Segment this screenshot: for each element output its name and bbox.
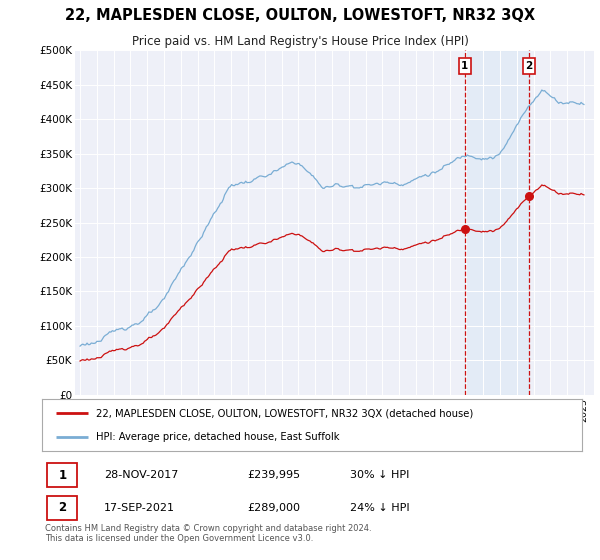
Text: 28-NOV-2017: 28-NOV-2017 xyxy=(104,470,178,480)
Text: Price paid vs. HM Land Registry's House Price Index (HPI): Price paid vs. HM Land Registry's House … xyxy=(131,35,469,48)
Text: 30% ↓ HPI: 30% ↓ HPI xyxy=(350,470,409,480)
Text: Contains HM Land Registry data © Crown copyright and database right 2024.
This d: Contains HM Land Registry data © Crown c… xyxy=(45,524,371,543)
Text: 22, MAPLESDEN CLOSE, OULTON, LOWESTOFT, NR32 3QX (detached house): 22, MAPLESDEN CLOSE, OULTON, LOWESTOFT, … xyxy=(96,408,473,418)
Text: HPI: Average price, detached house, East Suffolk: HPI: Average price, detached house, East… xyxy=(96,432,340,442)
Text: 24% ↓ HPI: 24% ↓ HPI xyxy=(350,503,409,513)
Text: £289,000: £289,000 xyxy=(247,503,300,513)
Text: 1: 1 xyxy=(461,61,469,71)
Text: 2: 2 xyxy=(58,501,67,515)
Text: 2: 2 xyxy=(525,61,532,71)
Bar xyxy=(465,50,529,395)
FancyBboxPatch shape xyxy=(47,496,77,520)
Text: 22, MAPLESDEN CLOSE, OULTON, LOWESTOFT, NR32 3QX: 22, MAPLESDEN CLOSE, OULTON, LOWESTOFT, … xyxy=(65,8,535,23)
Text: £239,995: £239,995 xyxy=(247,470,301,480)
Text: 17-SEP-2021: 17-SEP-2021 xyxy=(104,503,175,513)
Text: 1: 1 xyxy=(58,469,67,482)
FancyBboxPatch shape xyxy=(47,464,77,487)
